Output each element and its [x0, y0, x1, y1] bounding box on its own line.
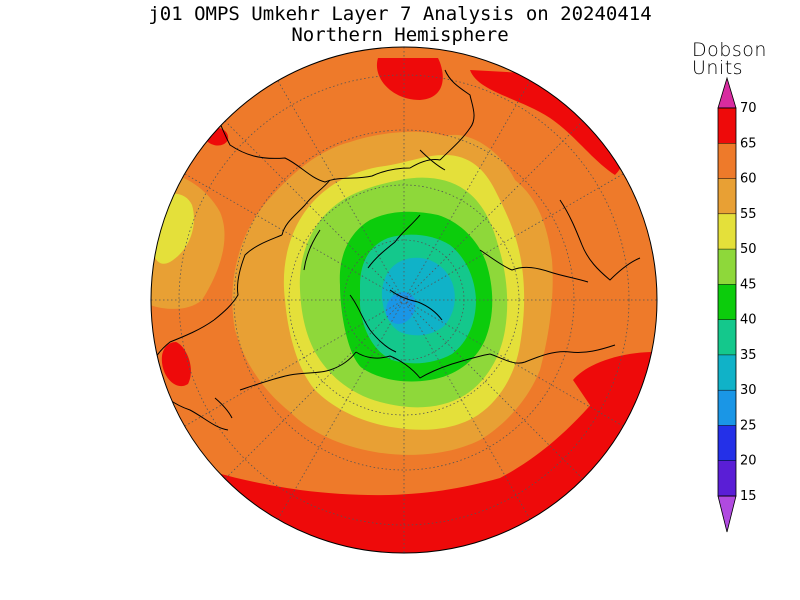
map-subtitle: Northern Hemisphere [291, 24, 509, 46]
colorbar-tick-label: 15 [740, 489, 757, 504]
colorbar-bin-55-60 [718, 178, 736, 214]
colorbar-tick-label: 35 [740, 348, 757, 363]
band-65-70-top [376, 58, 443, 100]
colorbar-tick-label: 45 [740, 277, 757, 292]
colorbar-tick-label: 40 [740, 313, 757, 328]
colorbar-tick-label: 20 [740, 454, 757, 469]
colorbar-bin-40-45 [718, 284, 736, 320]
colorbar-tick-label: 60 [740, 172, 757, 187]
colorbar-tick-label: 25 [740, 418, 757, 433]
map-boundary [150, 46, 658, 554]
colorbar-unit-line2: Units [692, 57, 744, 79]
band-65-70-left [161, 342, 191, 387]
colorbar-bin-50-55 [718, 213, 736, 250]
colorbar-bin-15-20 [718, 460, 736, 496]
colorbar-upper-extension [717, 76, 737, 109]
colorbar-tick-label: 70 [740, 101, 757, 116]
colorbar-bin-65-70 [718, 108, 736, 144]
colorbar-bin-20-25 [718, 425, 736, 461]
colorbar-unit-line1: Dobson [692, 39, 767, 61]
colorbar-tick-label: 50 [740, 242, 757, 257]
colorbar-lower-extension [717, 495, 737, 533]
ozone-field [151, 47, 657, 553]
colorbar-tick-label: 55 [740, 207, 757, 222]
colorbar-tick-label: 30 [740, 383, 757, 398]
colorbar-bin-60-65 [718, 143, 736, 179]
colorbar-bin-30-35 [718, 354, 736, 391]
map-title: j01 OMPS Umkehr Layer 7 Analysis on 2024… [148, 3, 652, 25]
graticule [151, 47, 657, 553]
colorbar-tick-label: 65 [740, 136, 757, 151]
colorbar-bin-25-30 [718, 390, 736, 426]
colorbar-bin-45-50 [718, 249, 736, 285]
colorbar-bin-35-40 [718, 319, 736, 355]
